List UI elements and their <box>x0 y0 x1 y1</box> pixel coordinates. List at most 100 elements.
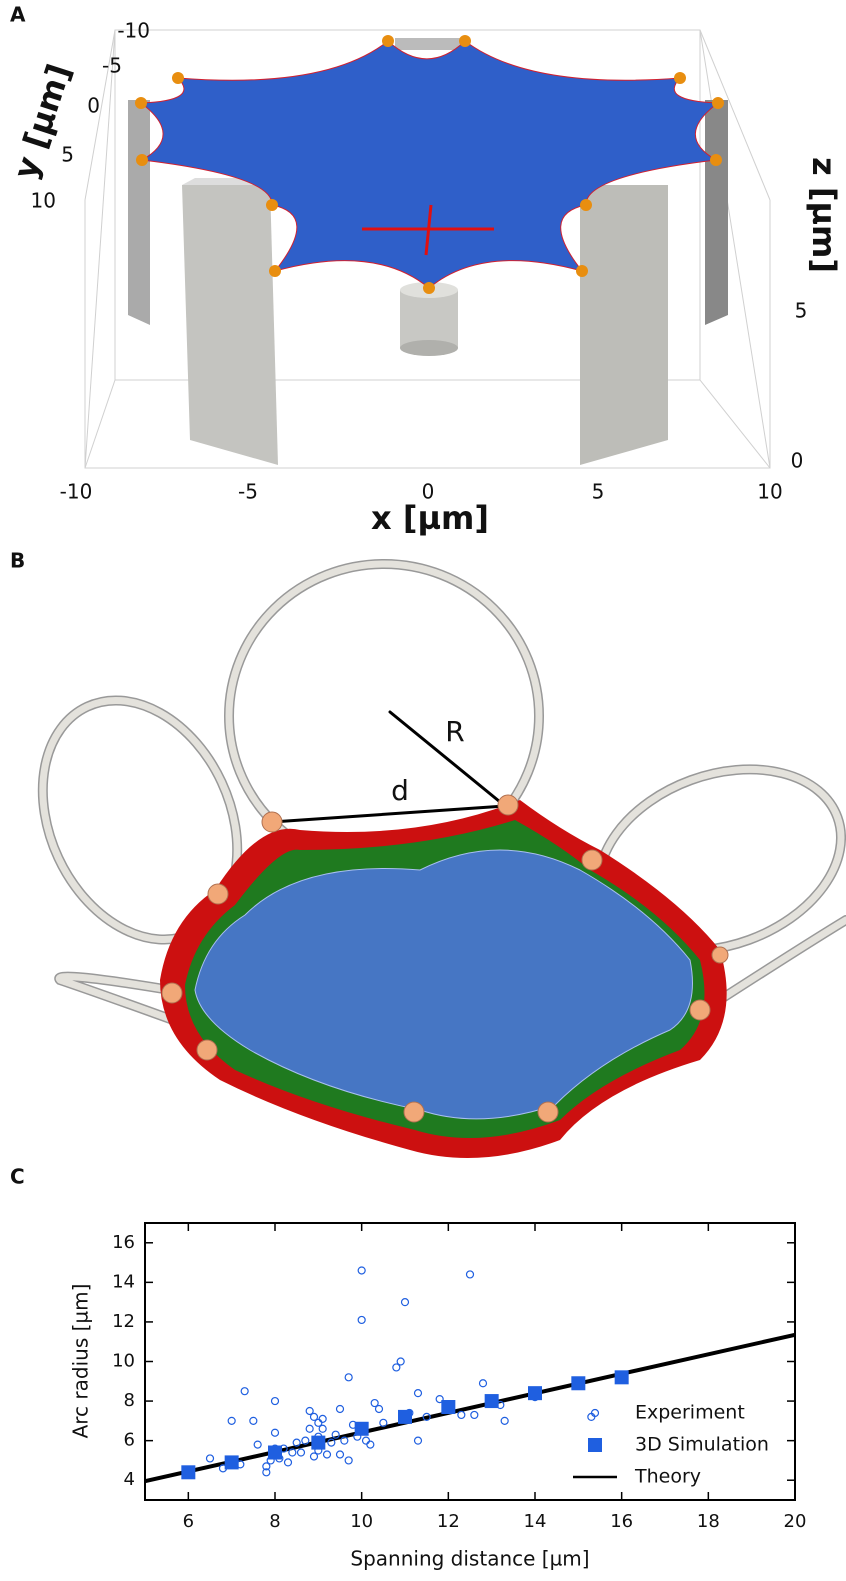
experiment-point <box>458 1411 465 1418</box>
x-tick-label: 10 <box>350 1511 373 1532</box>
simulation-point <box>615 1370 629 1384</box>
experiment-point <box>272 1398 279 1405</box>
x-tick-label: 10 <box>757 480 782 504</box>
x-tick-label: 16 <box>610 1511 633 1532</box>
panel-label: A <box>10 3 26 27</box>
z-tick-label: 0 <box>791 449 804 473</box>
x-tick-label: 5 <box>592 480 605 504</box>
anchor-point <box>710 154 722 166</box>
y-tick-label: 4 <box>124 1469 135 1490</box>
z-tick-label: 5 <box>795 299 808 323</box>
anchor-point <box>135 97 147 109</box>
legend-label: Experiment <box>635 1402 745 1424</box>
legend-label: Theory <box>634 1466 701 1488</box>
anchor-point <box>576 265 588 277</box>
experiment-point <box>319 1415 326 1422</box>
simulation-point <box>398 1410 412 1424</box>
experiment-point <box>228 1417 235 1424</box>
simulation-point <box>528 1386 542 1400</box>
anchor-point <box>674 72 686 84</box>
experiment-point <box>319 1425 326 1432</box>
experiment-point <box>415 1437 422 1444</box>
experiment-point <box>467 1271 474 1278</box>
x-tick-label: -10 <box>60 480 93 504</box>
x-tick-label: 0 <box>422 480 435 504</box>
experiment-point <box>337 1405 344 1412</box>
anchor-point <box>423 282 435 294</box>
panel-b-render <box>6 564 846 1158</box>
experiment-point <box>324 1451 331 1458</box>
panel-a-render <box>85 30 770 468</box>
experiment-point <box>367 1441 374 1448</box>
x-axis-title: Spanning distance [µm] <box>350 1547 589 1571</box>
experiment-point <box>501 1417 508 1424</box>
y-tick-label: -5 <box>102 54 122 78</box>
x-tick-label: 18 <box>697 1511 720 1532</box>
page: {"panel_labels": ["A", "B", "C"], "panel… <box>0 0 846 1581</box>
panel-label: C <box>10 1165 25 1189</box>
experiment-point <box>306 1425 313 1432</box>
anchor-point <box>382 35 394 47</box>
experiment-point <box>298 1449 305 1456</box>
y-tick-label: 10 <box>31 189 56 213</box>
experiment-point <box>380 1419 387 1426</box>
anchor-point <box>172 72 184 84</box>
distance-label: d <box>391 774 409 807</box>
experiment-point <box>337 1451 344 1458</box>
anchor-point <box>459 35 471 47</box>
experiment-point <box>471 1411 478 1418</box>
experiment-point <box>358 1267 365 1274</box>
simulation-point <box>181 1465 195 1479</box>
y-axis-title: Arc radius [µm] <box>69 1284 93 1439</box>
experiment-point <box>402 1299 409 1306</box>
legend-swatch <box>588 1438 602 1452</box>
y-tick-label: 10 <box>112 1351 135 1372</box>
x-tick-label: 8 <box>269 1511 280 1532</box>
experiment-point <box>241 1388 248 1395</box>
simulation-point <box>571 1376 585 1390</box>
experiment-point <box>480 1380 487 1387</box>
experiment-point <box>207 1455 214 1462</box>
radius-label: R <box>445 715 464 748</box>
experiment-point <box>345 1457 352 1464</box>
y-tick-label: 16 <box>112 1232 135 1253</box>
experiment-point <box>285 1459 292 1466</box>
legend-label: 3D Simulation <box>635 1434 769 1456</box>
simulation-point <box>485 1394 499 1408</box>
y-tick-label: 6 <box>124 1430 135 1451</box>
anchor-point <box>712 97 724 109</box>
simulation-point <box>441 1400 455 1414</box>
y-tick-label: -10 <box>117 19 150 43</box>
experiment-point <box>363 1437 370 1444</box>
x-tick-label: 14 <box>524 1511 547 1532</box>
y-tick-label: 0 <box>87 94 100 118</box>
x-tick-label: 20 <box>784 1511 807 1532</box>
z-axis-title: z [µm] <box>805 157 843 273</box>
anchor-point <box>580 199 592 211</box>
experiment-point <box>358 1316 365 1323</box>
y-tick-label: 12 <box>112 1311 135 1332</box>
simulation-point <box>311 1436 325 1450</box>
x-tick-label: 6 <box>183 1511 194 1532</box>
simulation-point <box>225 1455 239 1469</box>
simulation-point <box>355 1422 369 1436</box>
experiment-point <box>376 1405 383 1412</box>
x-axis-title: x [µm] <box>371 499 489 537</box>
y-tick-label: 5 <box>61 143 74 167</box>
anchor-point <box>136 154 148 166</box>
experiment-point <box>250 1417 257 1424</box>
anchor-point <box>266 199 278 211</box>
experiment-point <box>397 1358 404 1365</box>
anchor-point <box>269 265 281 277</box>
experiment-point <box>415 1390 422 1397</box>
experiment-point <box>254 1441 261 1448</box>
y-tick-label: 14 <box>112 1271 135 1292</box>
experiment-point <box>272 1429 279 1436</box>
x-tick-label: -5 <box>238 480 258 504</box>
experiment-point <box>345 1374 352 1381</box>
figure: A B C x [µm] y [µm] z [µm] R d Spanning … <box>0 0 846 1581</box>
x-tick-label: 12 <box>437 1511 460 1532</box>
panel-label: B <box>10 549 25 573</box>
simulation-point <box>268 1446 282 1460</box>
y-tick-label: 8 <box>124 1390 135 1411</box>
